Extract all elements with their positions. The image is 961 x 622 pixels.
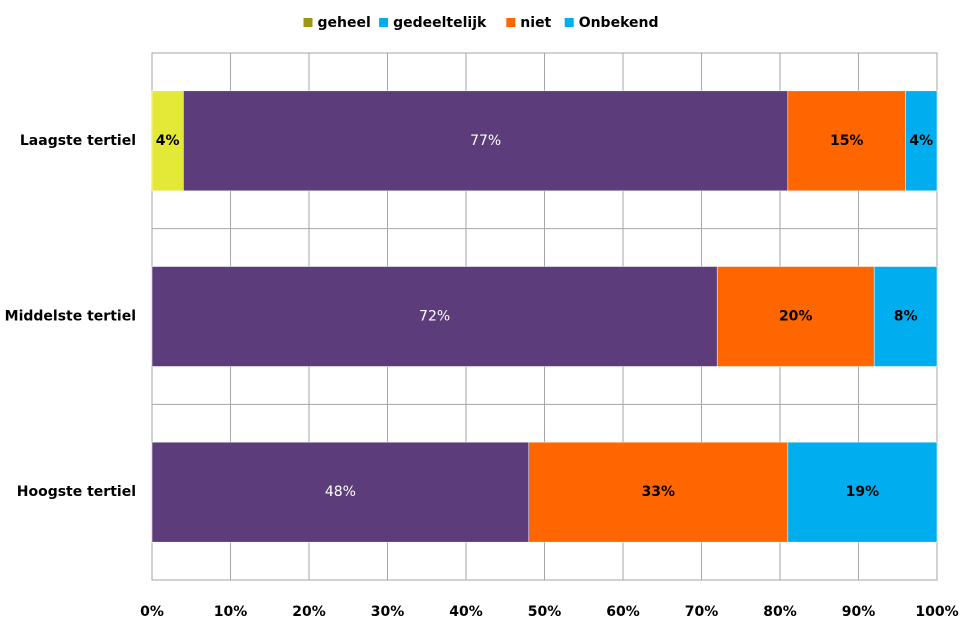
legend-label: niet [520, 15, 551, 31]
x-tick-label: 0% [140, 604, 164, 620]
bar-segment [905, 90, 938, 192]
y-tick-label: Middelste tertiel [5, 309, 136, 325]
data-label: 4% [909, 133, 933, 149]
y-tick-label: Hoogste tertiel [17, 484, 136, 500]
x-tick-label: 20% [292, 604, 326, 620]
y-tick-label: Laagste tertiel [20, 133, 136, 149]
data-label: 48% [325, 484, 356, 500]
bar-segment [151, 90, 184, 192]
x-tick-label: 80% [763, 604, 797, 620]
legend-label: geheel [318, 15, 371, 31]
bar-segment [183, 90, 789, 192]
bar-segment [151, 441, 530, 543]
x-tick-label: 50% [528, 604, 562, 620]
bar-segment [151, 266, 718, 367]
bar-segment [873, 266, 938, 367]
x-tick-label: 90% [842, 604, 876, 620]
bar-segment [528, 441, 789, 543]
legend-swatch [379, 18, 389, 27]
legend-label: Onbekend [579, 15, 659, 31]
data-label: 8% [894, 309, 918, 325]
x-tick-label: 30% [371, 604, 405, 620]
data-label: 20% [779, 309, 813, 325]
legend-swatch [303, 18, 313, 27]
legend-swatch [564, 18, 574, 27]
legend-label: gedeeltelijk [393, 15, 487, 31]
x-tick-label: 100% [915, 604, 958, 620]
data-label: 72% [419, 309, 450, 325]
bar-segment [716, 266, 875, 367]
x-tick-label: 60% [606, 604, 640, 620]
bar-segment [787, 90, 906, 192]
data-label: 33% [642, 484, 676, 500]
x-tick-label: 70% [685, 604, 719, 620]
data-label: 77% [470, 133, 501, 149]
bar-segment [787, 441, 938, 543]
data-label: 15% [830, 133, 864, 149]
x-tick-label: 10% [214, 604, 248, 620]
legend-swatch [506, 18, 516, 27]
data-label: 4% [156, 133, 180, 149]
data-label: 19% [846, 484, 880, 500]
x-tick-label: 40% [449, 604, 483, 620]
